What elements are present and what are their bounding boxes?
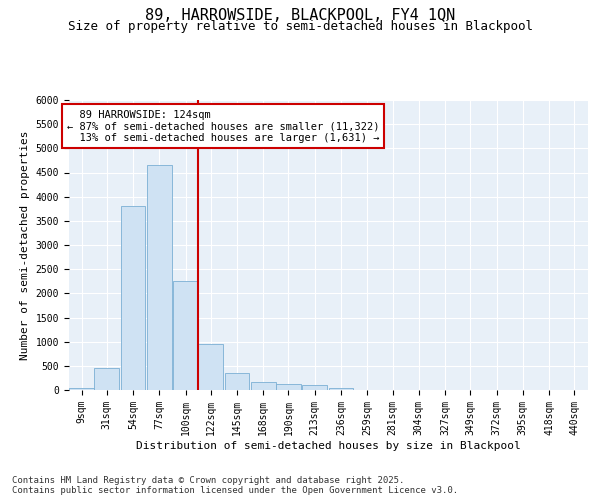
Bar xyxy=(69,388,94,390)
Text: 89, HARROWSIDE, BLACKPOOL, FY4 1QN: 89, HARROWSIDE, BLACKPOOL, FY4 1QN xyxy=(145,8,455,22)
Text: Size of property relative to semi-detached houses in Blackpool: Size of property relative to semi-detach… xyxy=(67,20,533,33)
Text: 89 HARROWSIDE: 124sqm
← 87% of semi-detached houses are smaller (11,322)
  13% o: 89 HARROWSIDE: 124sqm ← 87% of semi-deta… xyxy=(67,110,379,143)
Bar xyxy=(173,281,198,390)
Bar xyxy=(147,165,172,390)
Bar xyxy=(276,384,301,390)
X-axis label: Distribution of semi-detached houses by size in Blackpool: Distribution of semi-detached houses by … xyxy=(136,440,521,450)
Y-axis label: Number of semi-detached properties: Number of semi-detached properties xyxy=(20,130,30,360)
Bar xyxy=(94,368,119,390)
Bar xyxy=(224,373,250,390)
Bar xyxy=(329,388,353,390)
Text: Contains HM Land Registry data © Crown copyright and database right 2025.
Contai: Contains HM Land Registry data © Crown c… xyxy=(12,476,458,495)
Bar xyxy=(302,385,327,390)
Bar xyxy=(199,344,223,390)
Bar xyxy=(121,206,145,390)
Bar xyxy=(251,382,276,390)
